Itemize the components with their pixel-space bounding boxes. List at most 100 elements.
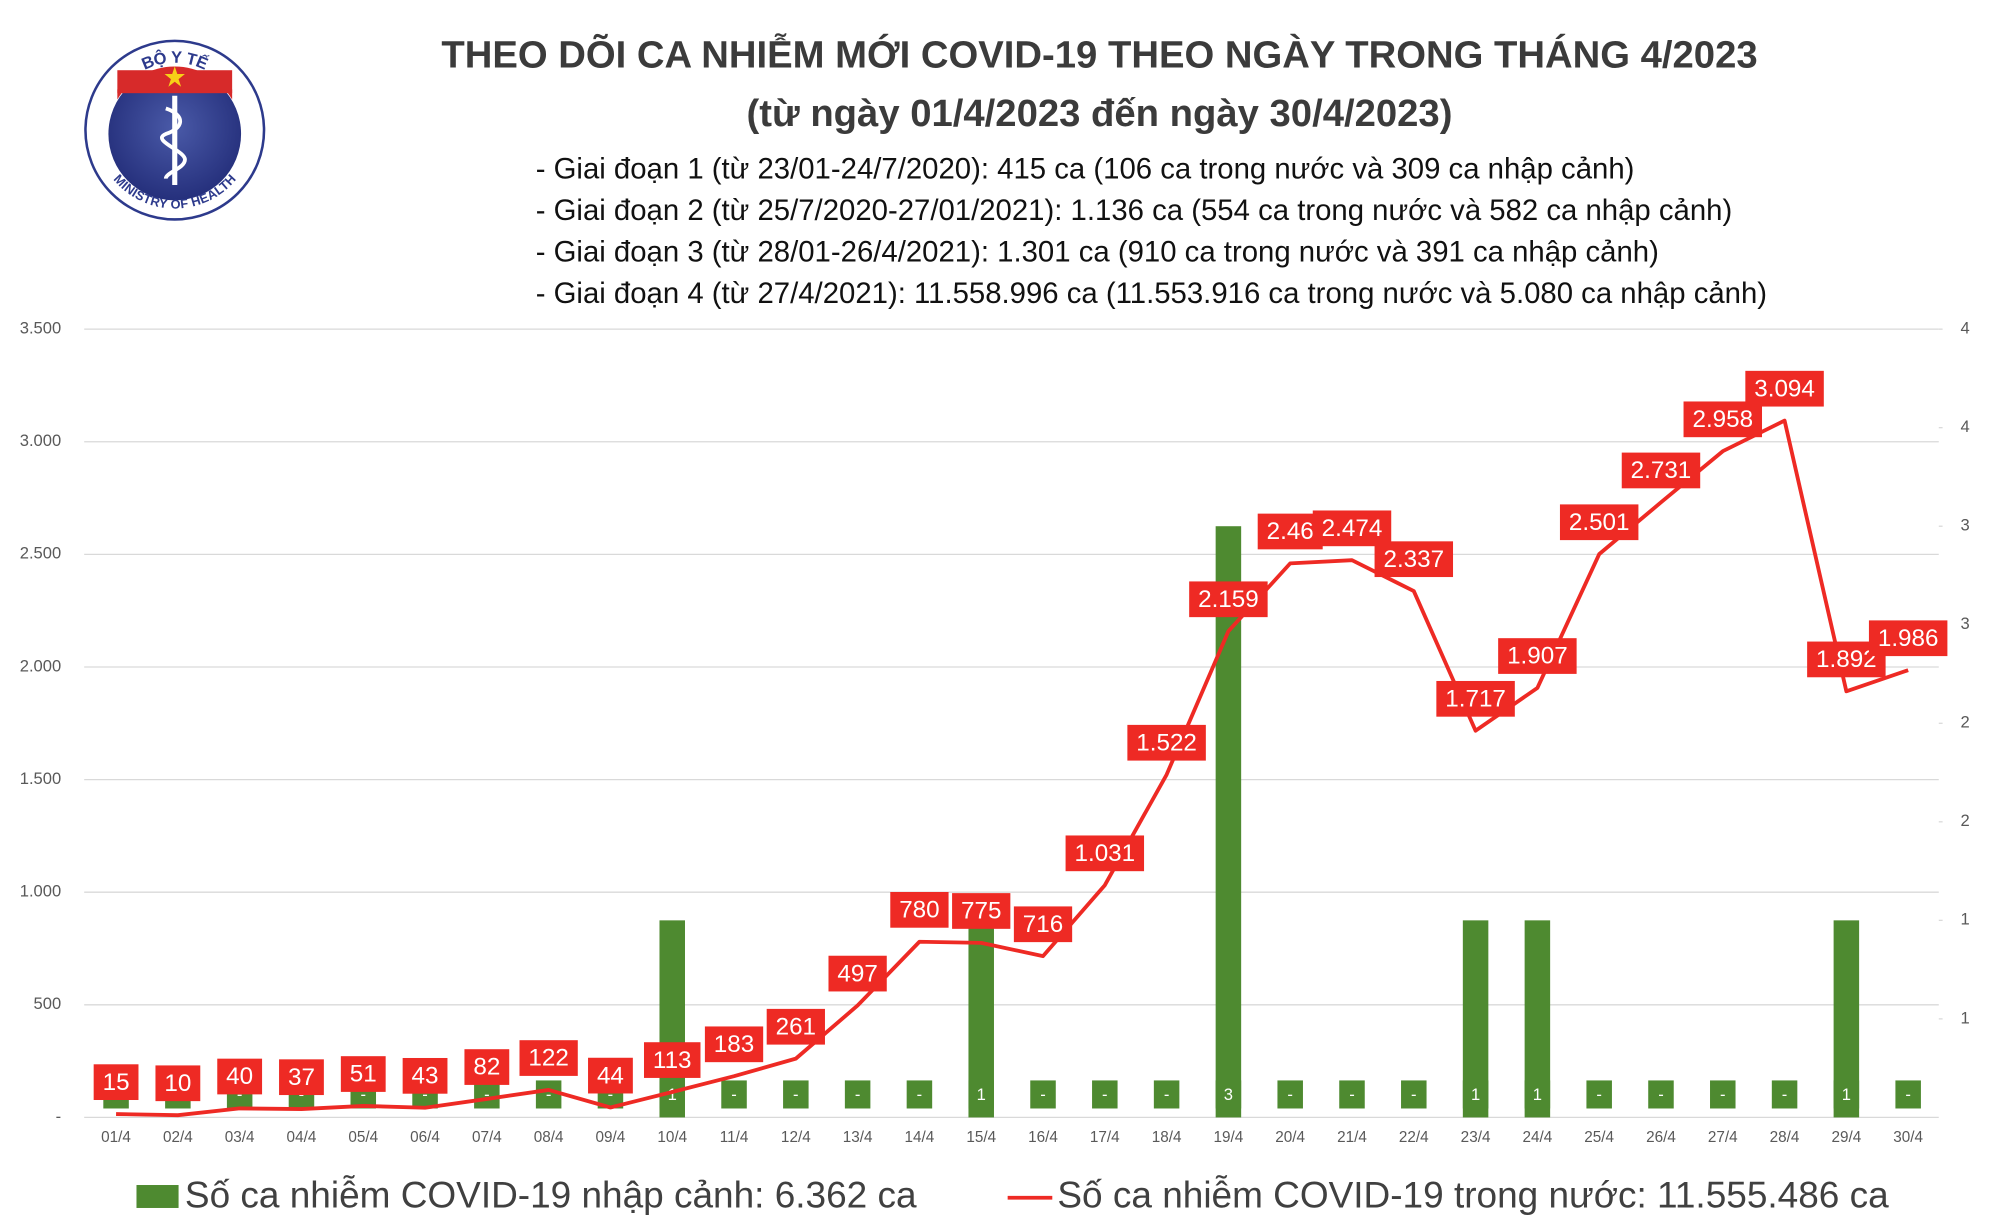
x-tick-label: 04/4 (287, 1129, 317, 1146)
bar-label: - (1287, 1085, 1293, 1104)
x-tick-label: 29/4 (1831, 1129, 1861, 1146)
note: - Giai đoạn 2 (từ 25/7/2020-27/01/2021):… (536, 194, 1733, 227)
y2-tick-label: 1 (1960, 910, 1969, 929)
line-label: 122 (528, 1045, 568, 1072)
x-tick-label: 28/4 (1770, 1129, 1800, 1146)
line-label-box (1257, 513, 1323, 550)
bar-label: - (1905, 1085, 1911, 1104)
line-label: 10 (164, 1070, 191, 1097)
bar-label: - (422, 1085, 428, 1104)
line-label: 2.46 (1267, 518, 1314, 545)
x-tick-label: 26/4 (1646, 1129, 1676, 1146)
bar-label-box (1401, 1080, 1427, 1109)
chart-subtitle: (từ ngày 01/4/2023 đến ngày 30/4/2023) (747, 92, 1453, 135)
bar-label-box (1524, 1080, 1551, 1109)
y2-tick-label: 1 (1960, 1008, 1969, 1027)
line-label-box (217, 1058, 263, 1095)
bar-label-box (968, 1080, 994, 1109)
line-label-box (1745, 370, 1824, 407)
bar-label: - (360, 1085, 366, 1104)
line-label-box (155, 1065, 201, 1102)
line-label-box (890, 891, 949, 928)
x-tick-label: 10/4 (657, 1129, 687, 1146)
bar (1215, 526, 1242, 1118)
bar-label: - (1720, 1085, 1726, 1104)
y2-tick-label: 2 (1960, 713, 1969, 732)
x-tick-label: 17/4 (1090, 1129, 1120, 1146)
note: - Giai đoạn 1 (từ 23/01-24/7/2020): 415 … (536, 153, 1635, 186)
line-label: 44 (597, 1062, 624, 1089)
bar-label-box (721, 1080, 747, 1109)
y-tick-label: 3.500 (20, 319, 61, 338)
x-tick-label: 27/4 (1708, 1129, 1738, 1146)
bar-label: 1 (1842, 1085, 1851, 1104)
line-label: 183 (714, 1031, 754, 1058)
line-label-box (1127, 724, 1206, 761)
bar-label-box (1215, 1080, 1242, 1109)
line-label-box (952, 893, 1011, 929)
line-label: 2.337 (1383, 546, 1444, 573)
y2-tick-label: 3 (1960, 516, 1969, 535)
y-tick-label: - (56, 1107, 62, 1126)
line-label-box (519, 1040, 578, 1076)
bar-label-box (1895, 1080, 1921, 1109)
bar-label-box (1833, 1080, 1860, 1109)
bar-label: - (1349, 1085, 1355, 1104)
line-label: 1.031 (1075, 840, 1136, 867)
line-label: 1.986 (1878, 625, 1939, 652)
x-tick-label: 05/4 (348, 1129, 378, 1146)
x-tick-label: 13/4 (843, 1129, 873, 1146)
bar-label-box (1030, 1080, 1056, 1109)
line-label-box (1683, 401, 1763, 438)
line-label: 51 (350, 1061, 377, 1088)
line-label: 775 (961, 898, 1001, 925)
bar-label-box (1648, 1080, 1674, 1109)
line-label: 2.731 (1631, 457, 1692, 484)
line-label: 1.892 (1816, 646, 1877, 673)
y-tick-label: 500 (34, 994, 62, 1013)
y2-tick-label: 3 (1960, 614, 1969, 633)
line-label-box (1312, 510, 1392, 547)
y2-tick-label: 2 (1960, 811, 1969, 830)
bar-label: - (1411, 1085, 1417, 1104)
line-label-box (588, 1057, 633, 1094)
bar-label: - (1596, 1085, 1602, 1104)
line-label: 1.522 (1136, 729, 1197, 756)
line-label-box (279, 1059, 324, 1096)
line-label: 2.159 (1198, 586, 1259, 613)
line-label-box (1559, 504, 1639, 541)
bar-label-box (1339, 1080, 1365, 1109)
x-tick-label: 18/4 (1152, 1129, 1182, 1146)
line-label: 3.094 (1754, 375, 1815, 402)
bar-label-box (1277, 1080, 1303, 1109)
line-label-box (704, 1026, 764, 1063)
x-tick-label: 22/4 (1399, 1129, 1429, 1146)
line-label: 497 (837, 960, 877, 987)
line-label-box (1868, 620, 1948, 657)
bar-label-box (1462, 1080, 1489, 1109)
bar-label: - (1658, 1085, 1664, 1104)
y-tick-label: 2.000 (20, 656, 61, 675)
x-tick-label: 16/4 (1028, 1129, 1058, 1146)
line-label-box (1013, 906, 1073, 943)
bar-label: 3 (1224, 1085, 1233, 1104)
logo: BỘ Y TẾ MINISTRY OF HEALTH (84, 39, 266, 221)
line-label-box (93, 1064, 139, 1101)
y2-tick-label: 4 (1960, 417, 1969, 436)
bar-label-box (1153, 1080, 1180, 1109)
bar-label: - (1102, 1085, 1108, 1104)
x-tick-label: 08/4 (534, 1129, 564, 1146)
line-label: 780 (899, 897, 939, 924)
line-label-box (402, 1057, 448, 1094)
bar-label: - (793, 1085, 799, 1104)
line-label-box (1436, 680, 1515, 717)
x-tick-label: 02/4 (163, 1129, 193, 1146)
bar-label-box (1092, 1080, 1118, 1109)
bar-label-box (1710, 1080, 1736, 1109)
line-label: 113 (653, 1047, 692, 1074)
line-label: 1.907 (1507, 643, 1568, 670)
bar-label: - (917, 1085, 923, 1104)
x-tick-label: 21/4 (1337, 1129, 1367, 1146)
